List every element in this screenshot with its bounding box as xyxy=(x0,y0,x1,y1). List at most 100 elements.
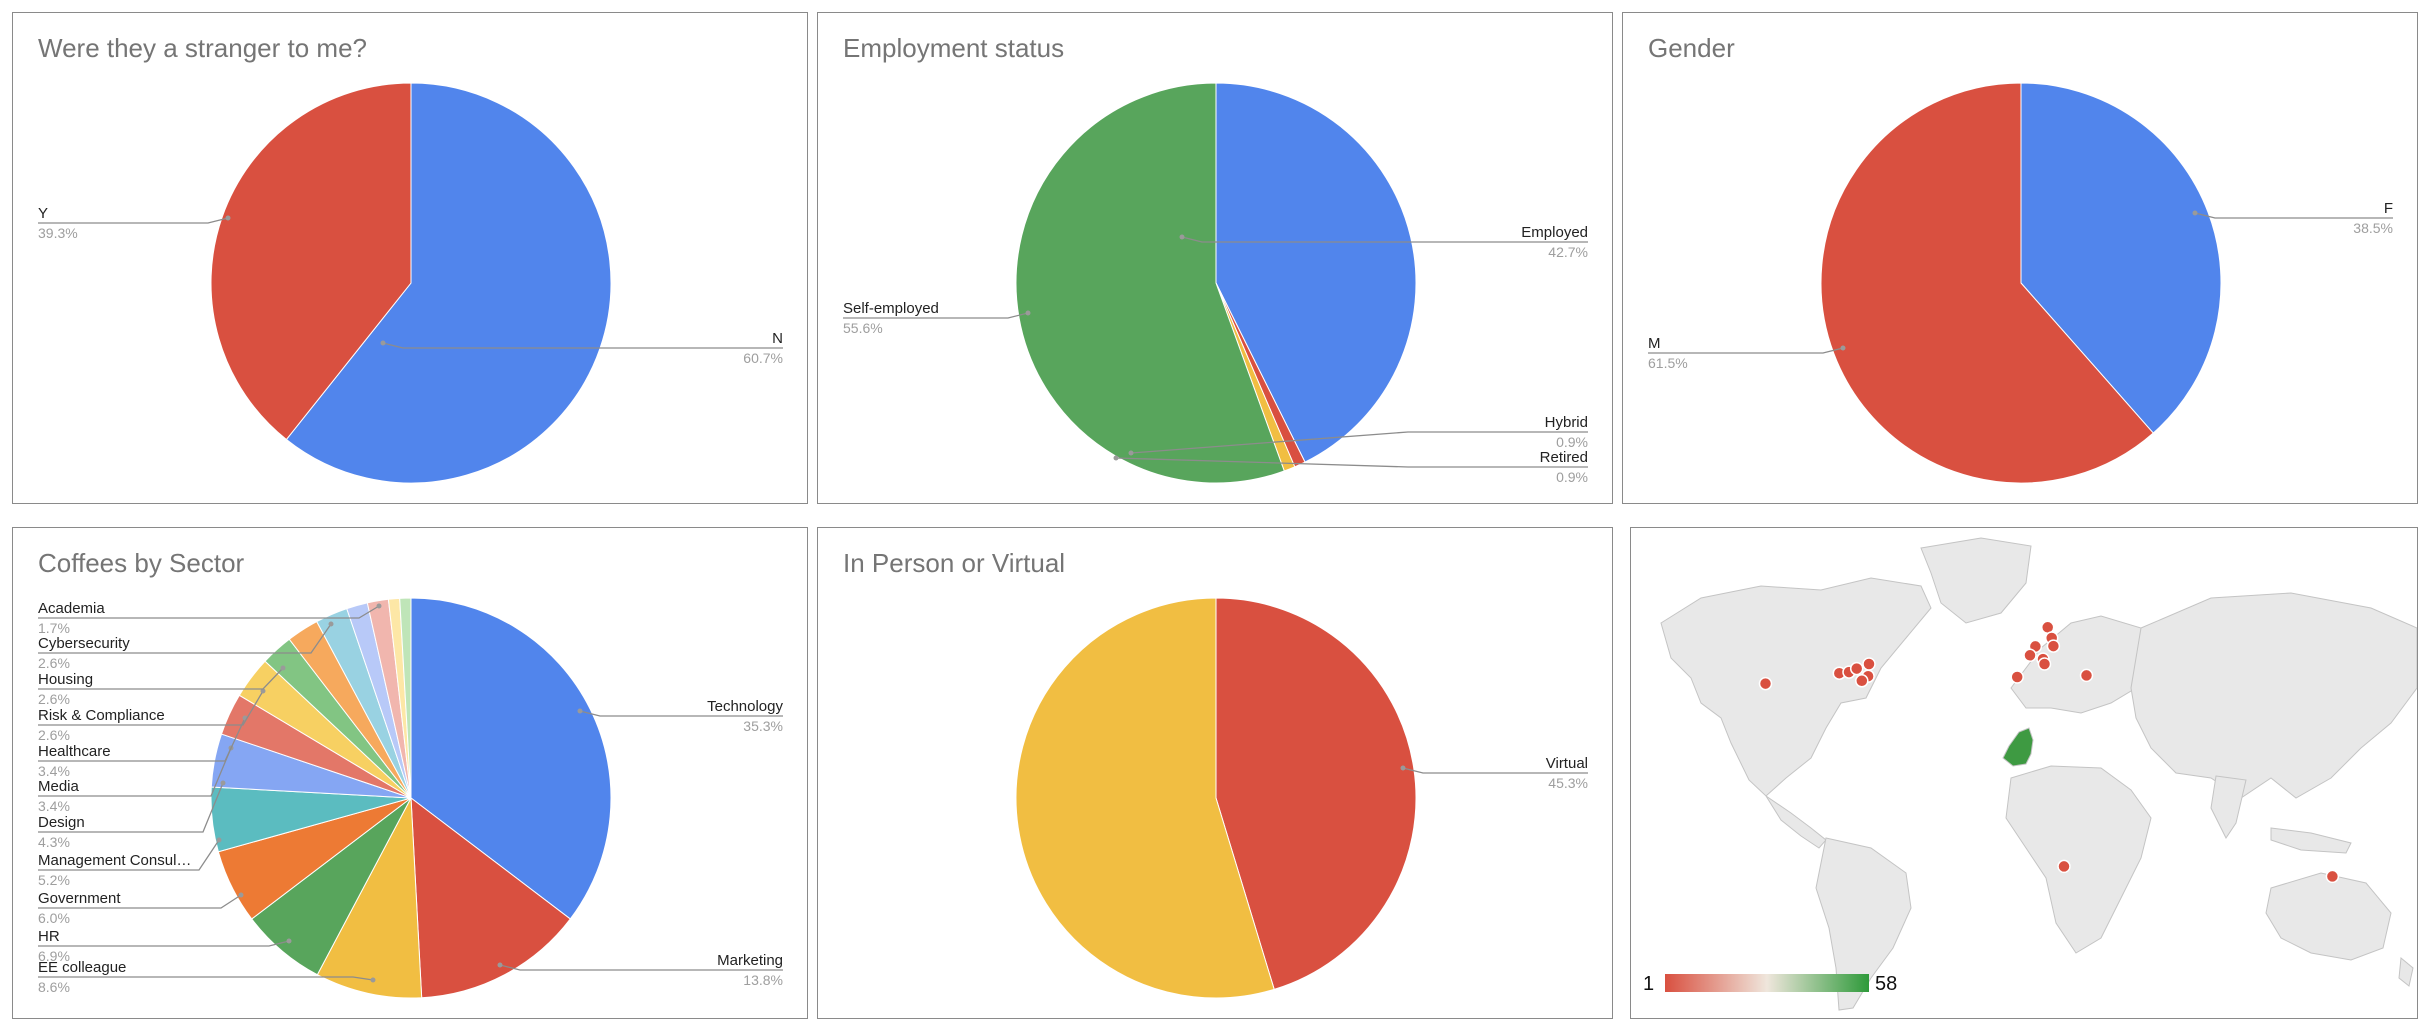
pie-slice[interactable] xyxy=(1215,597,1417,990)
slice-label: Academia xyxy=(38,600,105,617)
slice-percent-label: 2.6% xyxy=(38,727,70,743)
slice-label: Government xyxy=(38,890,121,907)
label-anchor-dot xyxy=(220,780,226,786)
pie-labels: Technology 35.3% Marketing 13.8% EE colleagu… xyxy=(38,600,783,995)
slice-percent-label: 0.9% xyxy=(1556,434,1588,450)
slice-percent-label: 6.0% xyxy=(38,910,70,926)
label-leader-line xyxy=(1402,767,1588,774)
color-scale-bar xyxy=(1665,974,1869,992)
chart-panel-gender: Gender F 38.5% M 61.5% xyxy=(1622,12,2418,504)
chart-title: Were they a stranger to me? xyxy=(38,33,368,63)
pie-labels: F 38.5% M 61.5% xyxy=(1648,200,2393,371)
slice-label: Housing xyxy=(38,671,93,688)
pie-slice[interactable] xyxy=(285,82,612,484)
label-leader-line xyxy=(38,976,374,981)
slice-percent-label: 0.9% xyxy=(1556,469,1588,485)
pie-slices xyxy=(1820,82,2222,484)
chart-panel-sector: Coffees by Sector Technology 35.3% Marketi… xyxy=(12,527,808,1019)
pie-slice[interactable] xyxy=(399,597,412,799)
label-leader-line xyxy=(38,782,224,833)
pie-slice[interactable] xyxy=(410,796,571,999)
slice-label: HR xyxy=(38,928,60,945)
label-anchor-dot xyxy=(280,665,286,671)
pie-chart-employment: Employed42.7%Hybrid0.9%Retired0.9%Self-e… xyxy=(843,82,1588,485)
map-marker[interactable] xyxy=(2079,668,2094,683)
europe-landmass xyxy=(2010,615,2152,714)
label-anchor-dot xyxy=(1840,345,1846,351)
indonesia-landmass xyxy=(2270,827,2352,854)
label-leader-line xyxy=(1115,457,1588,468)
label-anchor-dot xyxy=(216,837,222,843)
slice-percent-label: 42.7% xyxy=(1548,244,1588,260)
map-marker[interactable] xyxy=(1862,657,1876,671)
slice-label: Technology xyxy=(707,698,783,715)
slice-percent-label: 5.2% xyxy=(38,872,70,888)
greenland-landmass xyxy=(1920,537,2032,624)
slice-percent-label: 38.5% xyxy=(2353,220,2393,236)
label-leader-line xyxy=(38,623,332,654)
slice-label: Management Consul… xyxy=(38,852,191,869)
label-leader-line xyxy=(38,667,284,690)
label-anchor-dot xyxy=(370,977,376,983)
slice-label: M xyxy=(1648,335,1661,352)
map-marker[interactable] xyxy=(2325,869,2340,884)
pie-chart-virtual: Virtual 45.3% xyxy=(1015,597,1588,999)
map-marker[interactable] xyxy=(2037,657,2052,671)
label-anchor-dot xyxy=(376,603,382,609)
india-landmass xyxy=(2210,775,2247,839)
pie-slice[interactable] xyxy=(2020,82,2222,434)
chart-panel-employment: Employment status Employed 42.7% Hybrid 0.9… xyxy=(817,12,1613,504)
label-anchor-dot xyxy=(497,962,503,968)
slice-label: Self-employed xyxy=(843,300,939,317)
slice-percent-label: 60.7% xyxy=(743,350,783,366)
map-marker[interactable] xyxy=(2023,648,2037,663)
label-leader-line xyxy=(38,839,220,871)
label-leader-line xyxy=(38,894,242,909)
south-america-landmass xyxy=(1815,837,1912,1011)
pie-slice[interactable] xyxy=(1215,82,1417,463)
slice-percent-label: 8.6% xyxy=(38,979,70,995)
label-leader-line xyxy=(38,747,232,797)
pie-slices xyxy=(1015,82,1417,484)
pie-labels: Employed42.7%Hybrid0.9%Retired0.9%Self-e… xyxy=(843,224,1588,485)
pie-slice[interactable] xyxy=(410,597,612,920)
slice-percent-label: 45.3% xyxy=(1548,775,1588,791)
map-marker[interactable] xyxy=(2046,639,2061,653)
map-marker[interactable] xyxy=(1855,674,1869,688)
pie-slice[interactable] xyxy=(1015,82,1285,484)
label-leader-line xyxy=(38,217,229,224)
pie-slices xyxy=(1015,597,1417,999)
slice-label: Y xyxy=(38,205,48,222)
slice-percent-label: 55.6% xyxy=(843,320,883,336)
label-anchor-dot xyxy=(1179,234,1185,240)
slice-label: EE colleague xyxy=(38,959,126,976)
map-marker[interactable] xyxy=(2057,859,2071,874)
slice-percent-label: 2.6% xyxy=(38,691,70,707)
pie-slice[interactable] xyxy=(1015,597,1275,999)
australia-landmass xyxy=(2265,872,2392,961)
map-marker[interactable] xyxy=(1849,661,1864,676)
slice-label: Virtual xyxy=(1546,755,1588,772)
label-leader-line xyxy=(2194,212,2393,219)
map-marker[interactable] xyxy=(2010,670,2024,684)
slice-label: Healthcare xyxy=(38,743,111,760)
label-anchor-dot xyxy=(286,938,292,944)
label-leader-line xyxy=(1648,347,1844,354)
africa-landmass xyxy=(2005,765,2152,954)
label-anchor-dot xyxy=(380,340,386,346)
asia-landmass xyxy=(2130,592,2417,799)
slice-percent-label: 1.7% xyxy=(38,620,70,636)
chart-title: In Person or Virtual xyxy=(843,548,1066,578)
pie-slice[interactable] xyxy=(316,796,423,999)
label-anchor-dot xyxy=(1025,310,1031,316)
map-marker[interactable] xyxy=(1758,676,1773,691)
pie-slice[interactable] xyxy=(1820,82,2154,484)
slice-percent-label: 3.4% xyxy=(38,798,70,814)
label-leader-line xyxy=(1181,236,1588,243)
continents xyxy=(1660,537,2417,1011)
label-leader-line xyxy=(1130,431,1588,454)
slice-percent-label: 39.3% xyxy=(38,225,78,241)
pie-slice[interactable] xyxy=(210,82,412,441)
uk-highlight xyxy=(2002,727,2034,767)
slice-percent-label: 2.6% xyxy=(38,655,70,671)
